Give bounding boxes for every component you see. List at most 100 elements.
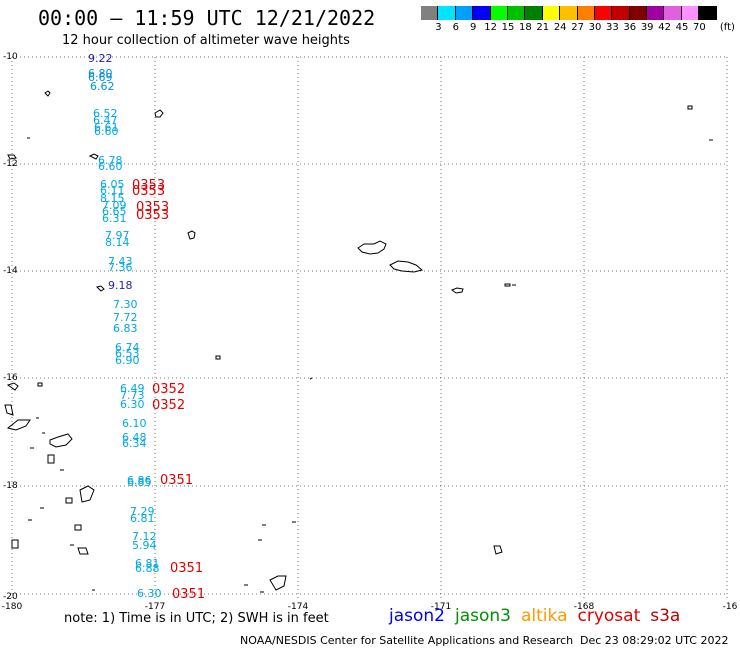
scale-label: 30 [588, 22, 602, 33]
scale-label: 39 [640, 22, 654, 33]
pass-time-label: 0352 [152, 398, 185, 413]
scale-swatch [594, 6, 613, 20]
footer-timestamp: Dec 23 08:29:02 UTC 2022 [580, 634, 729, 647]
wave-height-label: 7.43 [108, 255, 133, 268]
wave-height-label: 6.83 [113, 322, 138, 335]
scale-label: 3 [435, 22, 442, 33]
wave-height-label: 8.14 [105, 236, 130, 249]
scale-label: 18 [519, 22, 532, 33]
island-small-1 [450, 287, 464, 294]
wave-height-label: 6.30 [120, 398, 145, 411]
wave-height-label: 6.86 [127, 474, 152, 487]
wave-height-label: 9.22 [88, 52, 113, 65]
pass-time-label: 0351 [172, 587, 205, 602]
latitude-label: -12 [3, 159, 18, 169]
island-tonga-2 [65, 497, 73, 504]
scale-swatch [560, 6, 578, 20]
longitude-label: -168 [573, 602, 595, 612]
island-mid-1 [96, 285, 105, 292]
scale-swatch [421, 6, 439, 20]
island-fiji-5 [49, 433, 73, 448]
scale-swatch [681, 6, 700, 20]
island-north-1 [44, 90, 51, 97]
island-south-3 [269, 575, 287, 591]
island-north-4 [88, 153, 99, 160]
scale-label: 9 [470, 22, 477, 33]
wave-height-label: 9.18 [108, 279, 133, 292]
legend-item-s3a: s3a [650, 606, 681, 626]
wave-height-label: 7.73 [120, 389, 145, 402]
island-tonga-7 [77, 547, 89, 555]
wave-height-label: 6.48 [122, 431, 147, 444]
wave-height-label: 6.60 [98, 160, 123, 173]
wave-height-label: 5.94 [132, 539, 157, 552]
longitude-label: -171 [430, 602, 452, 612]
wave-height-label: 6.85 [127, 476, 152, 489]
scale-label: 6 [452, 22, 459, 33]
longitude-label: -180 [1, 602, 23, 612]
scale-swatch [473, 6, 491, 20]
scale-swatch [455, 6, 474, 20]
wave-height-label: 6.80 [88, 67, 113, 80]
wave-height-label: 6.62 [90, 80, 115, 93]
observation-labels: 9.226.806.696.626.526.476.616.606.786.60… [88, 52, 162, 600]
island-tonga-4 [11, 539, 19, 549]
scale-swatch [490, 6, 508, 20]
island-wallis [187, 230, 196, 240]
scale-swatch [647, 6, 665, 20]
wave-height-label: 7.09 [102, 199, 127, 212]
latitude-label: -20 [3, 592, 18, 602]
wave-height-label: 6.53 [115, 347, 140, 360]
scale-label: 70 [693, 22, 706, 33]
scale-swatch [612, 6, 630, 20]
island-east-1 [687, 105, 693, 110]
longitude-label: -177 [144, 602, 166, 612]
wave-height-label: 6.69 [88, 71, 113, 84]
wave-height-label: 6.88 [135, 562, 160, 575]
scale-swatch [629, 6, 648, 20]
island-savaii-east [389, 260, 424, 273]
scale-swatch [577, 6, 595, 20]
scale-unit: (ft) [719, 22, 735, 33]
wave-height-label: 7.29 [130, 505, 155, 518]
wave-height-label: 6.90 [115, 354, 140, 367]
wave-height-label: 7.12 [132, 530, 157, 543]
wave-height-label: 7.36 [108, 261, 133, 274]
pass-time-label: 0351 [160, 473, 193, 488]
scale-label: 45 [675, 22, 689, 33]
pass-time-label: 0352 [152, 382, 185, 397]
island-small-2 [504, 283, 511, 287]
pass-time-label: 0353 [136, 208, 169, 223]
pass-time-label: 0353 [132, 184, 165, 199]
wave-height-label: 6.05 [100, 178, 125, 191]
pass-time-label: 0353 [136, 200, 169, 215]
island-tonga-1 [79, 485, 95, 503]
scale-swatch [438, 6, 456, 20]
scale-label: 33 [606, 22, 619, 33]
island-fiji-4 [6, 419, 31, 431]
wave-height-label: 6.52 [93, 107, 118, 120]
latitude-label: -10 [3, 52, 18, 62]
island-north-2 [154, 109, 164, 118]
wave-height-label: 7.97 [105, 229, 130, 242]
scale-label: 42 [658, 22, 671, 33]
wave-height-label: 6.11 [100, 184, 125, 197]
scale-label: 15 [501, 22, 515, 33]
island-fiji-6 [47, 454, 55, 464]
scale-swatch [542, 6, 561, 20]
wave-height-label: 8.15 [100, 192, 125, 205]
page-subtitle: 12 hour collection of altimeter wave hei… [62, 33, 350, 48]
scale-label: 12 [484, 22, 497, 33]
longitude-label: -174 [287, 602, 309, 612]
scale-label: 36 [623, 22, 637, 33]
longitude-label: -16 [722, 602, 738, 612]
pass-time-label: 0353 [132, 178, 165, 193]
wave-height-label: 6.81 [135, 557, 160, 570]
scale-swatch [525, 6, 543, 20]
wave-height-label: 7.72 [113, 311, 138, 324]
map-grid [11, 56, 728, 600]
latitude-label: -18 [3, 481, 18, 491]
scale-label: 27 [571, 22, 584, 33]
